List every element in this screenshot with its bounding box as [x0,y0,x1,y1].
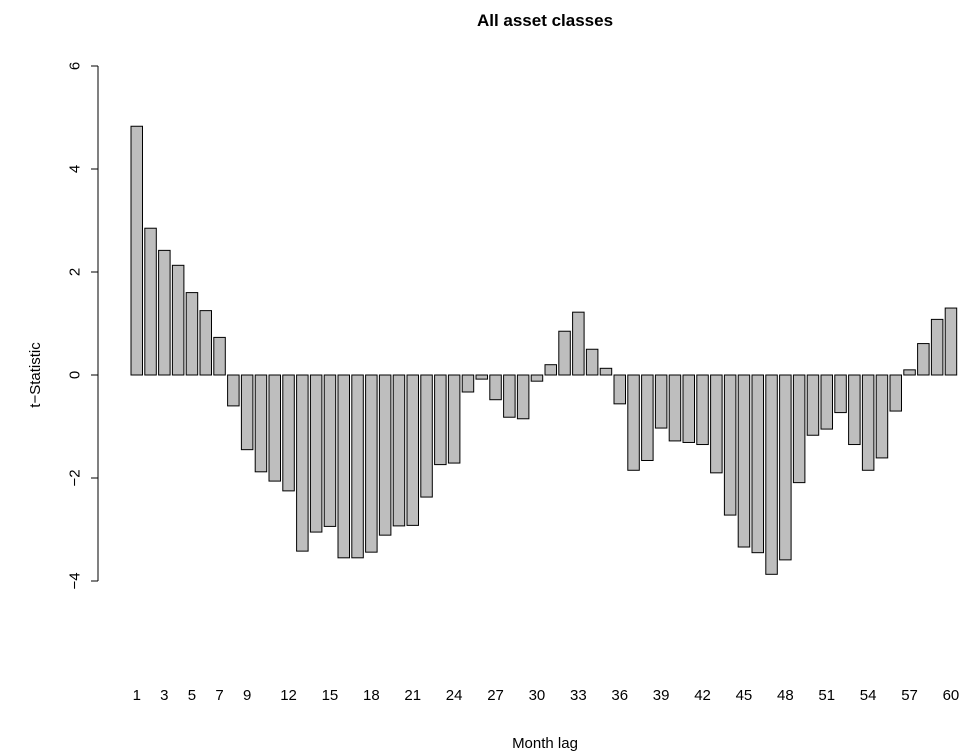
bar-lag-56 [889,374,902,412]
chart-title: All asset classes [477,11,613,30]
bar-lag-10 [254,374,268,473]
x-tick-label: 45 [736,687,753,704]
bar-lag-49 [792,374,806,484]
bar-lag-35 [599,367,613,376]
bar-lag-45 [737,374,751,548]
x-tick-label: 24 [446,687,463,704]
bar-lag-36 [613,374,626,405]
bar-lag-30 [530,374,544,382]
x-tick-labels: 1 3 5 7 9 12 15 18 21 24 27 30 33 36 39 42 45 48 51 54 57 60 [133,687,960,704]
y-axis-label: t−Statistic [27,342,44,408]
bar-lag-51 [820,374,833,430]
bar-lag-37 [627,374,640,471]
bar-lag-23 [434,374,447,466]
bar-lag-47 [765,374,778,575]
bar-lag-8 [227,374,240,407]
bar-lag-55 [875,374,889,459]
bar-lag-59 [930,318,944,376]
bar-lag-58 [917,343,930,376]
x-tick-label: 60 [943,687,960,704]
y-tick-label: −4 [66,572,83,589]
bar-lag-52 [834,374,847,414]
bar-lag-13 [296,374,309,552]
x-tick-label: 12 [280,687,297,704]
bar-lag-40 [668,374,682,442]
x-tick-label: 42 [694,687,711,704]
bar-lag-34 [585,348,599,376]
bar-lag-22 [420,374,433,498]
x-tick-label: 51 [818,687,835,704]
y-axis: −4 −2 0 2 4 6 [66,62,99,590]
bar-lag-46 [751,374,764,554]
x-tick-label: 33 [570,687,587,704]
bar-lag-3 [158,249,171,376]
bar-lag-17 [351,374,364,559]
x-tick-label: 7 [215,687,223,704]
bar-lag-41 [682,374,695,443]
bar-lag-57 [903,369,916,376]
y-tick-label: 0 [66,371,83,379]
y-tick-label: 6 [66,62,83,70]
bar-lag-54 [861,374,875,471]
x-tick-label: 36 [611,687,628,704]
bar-lag-16 [337,374,350,559]
bar-lag-1 [130,125,143,376]
y-tick-label: 4 [66,165,83,173]
x-tick-label: 21 [404,687,421,704]
bar-lag-43 [710,374,723,474]
x-tick-label: 27 [487,687,504,704]
x-tick-label: 18 [363,687,380,704]
bar-lag-39 [654,374,668,429]
bar-lag-42 [696,374,709,446]
bar-lag-4 [171,264,185,376]
bar-lag-7 [213,336,226,376]
bar-lag-6 [199,310,212,376]
bar-lag-29 [516,374,530,420]
bar-lag-5 [185,292,199,376]
bar-lag-24 [447,374,461,464]
bar-lag-9 [240,374,254,451]
bar-lag-20 [392,374,406,527]
bar-lag-2 [144,227,157,376]
x-tick-label: 3 [160,687,168,704]
bar-lag-38 [641,374,654,461]
bar-lag-18 [365,374,378,553]
x-tick-label: 30 [529,687,546,704]
x-tick-label: 15 [322,687,339,704]
x-tick-label: 5 [188,687,196,704]
bars [130,125,958,575]
bar-lag-48 [779,374,792,561]
bar-lag-27 [489,374,502,401]
bar-lag-14 [309,374,323,533]
x-tick-label: 39 [653,687,670,704]
x-tick-label: 57 [901,687,918,704]
bar-lag-28 [503,374,516,418]
bar-lag-60 [944,307,958,376]
x-tick-label: 1 [133,687,141,704]
bar-lag-31 [544,364,557,376]
bar-lag-53 [848,374,861,446]
bar-lag-15 [323,374,337,527]
x-axis-label: Month lag [512,735,578,752]
x-tick-label: 9 [243,687,251,704]
bar-lag-33 [572,311,585,376]
bar-lag-44 [723,374,737,516]
y-tick-label: 2 [66,268,83,276]
bar-lag-21 [406,374,419,526]
bar-lag-12 [282,374,295,492]
bar-lag-32 [558,330,571,376]
bar-lag-11 [268,374,281,482]
bar-lag-26 [475,374,488,380]
y-tick-label: −2 [66,469,83,486]
x-tick-label: 54 [860,687,877,704]
bar-lag-50 [806,374,820,436]
bar-lag-19 [378,374,392,536]
x-tick-label: 48 [777,687,794,704]
bar-lag-25 [461,374,475,393]
